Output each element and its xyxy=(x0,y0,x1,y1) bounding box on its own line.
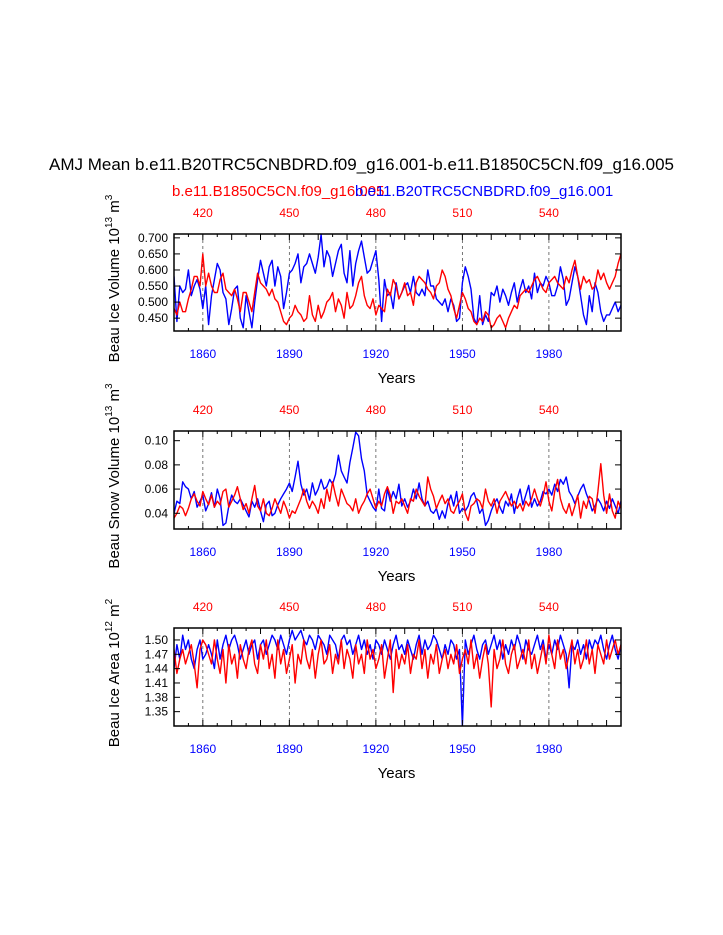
x-tick-label-top: 510 xyxy=(452,206,472,220)
x-axis-label: Years xyxy=(378,370,416,387)
y-tick-label: 0.550 xyxy=(138,279,168,293)
x-axis-label: Years xyxy=(378,765,416,782)
x-tick-label-top: 540 xyxy=(539,206,559,220)
x-tick-label-bottom: 1860 xyxy=(189,545,216,559)
panel-3: 1.351.381.411.441.471.50 1860 1890 1920 1950… xyxy=(104,598,622,782)
series-line-case-b xyxy=(174,431,621,527)
x-tick-label-top: 450 xyxy=(279,206,299,220)
y-tick-label: 1.41 xyxy=(145,676,169,690)
series-line-case-a xyxy=(174,463,621,522)
y-tick-label: 0.08 xyxy=(145,458,169,472)
series-line-case-a xyxy=(174,634,621,708)
x-tick-label-top: 480 xyxy=(366,206,386,220)
y-tick-label: 1.50 xyxy=(145,633,169,647)
y-tick-label: 0.700 xyxy=(138,231,168,245)
series-line-case-a xyxy=(174,253,621,329)
x-tick-label-top: 510 xyxy=(452,600,472,614)
x-tick-label-bottom: 1950 xyxy=(449,347,476,361)
main-title: AMJ Mean b.e11.B20TRC5CNBDRD.f09_g16.001… xyxy=(49,155,674,174)
x-tick-label-top: 510 xyxy=(452,403,472,417)
x-tick-label-bottom: 1980 xyxy=(536,347,563,361)
x-tick-label-bottom: 1860 xyxy=(189,347,216,361)
x-tick-label-bottom: 1980 xyxy=(536,545,563,559)
y-tick-label: 0.500 xyxy=(138,295,168,309)
y-tick-label: 1.44 xyxy=(145,662,169,676)
x-tick-label-bottom: 1890 xyxy=(276,545,303,559)
x-tick-label-bottom: 1890 xyxy=(276,347,303,361)
y-tick-label: 0.06 xyxy=(145,482,169,496)
plot-frame xyxy=(173,430,622,530)
case-a-label: b.e11.B1850C5CN.f09_g16.005 xyxy=(172,183,385,200)
x-tick-label-top: 540 xyxy=(539,403,559,417)
y-tick-label: 0.450 xyxy=(138,311,168,325)
y-axis-label: Beau Snow Volume 1013 m3 xyxy=(104,383,123,569)
plot-frame xyxy=(173,627,622,727)
x-tick-label-bottom: 1920 xyxy=(363,545,390,559)
panel-1: 0.450 0.500 0.550 0.600 0.650 0.700 1860 1890 19… xyxy=(104,194,622,387)
x-tick-label-top: 420 xyxy=(193,600,213,614)
x-tick-label-bottom: 1890 xyxy=(276,742,303,756)
series-line-case-b xyxy=(174,629,621,726)
x-tick-label-top: 450 xyxy=(279,403,299,417)
y-tick-label: 1.35 xyxy=(145,705,169,719)
panel-2: 0.04 0.06 0.08 0.10 1860 1890 1920 1950 1980 420 4… xyxy=(104,383,622,585)
x-tick-label-top: 480 xyxy=(366,600,386,614)
x-tick-label-bottom: 1920 xyxy=(363,347,390,361)
plot-frame xyxy=(173,233,622,332)
series-line-case-b xyxy=(174,234,621,329)
x-tick-label-bottom: 1920 xyxy=(363,742,390,756)
x-tick-label-top: 540 xyxy=(539,600,559,614)
y-axis-label: Beau Ice Area 1012 m2 xyxy=(104,598,123,747)
y-tick-label: 0.10 xyxy=(145,434,169,448)
y-tick-label: 1.38 xyxy=(145,690,169,704)
x-axis-label: Years xyxy=(378,568,416,585)
y-tick-label: 0.650 xyxy=(138,247,168,261)
y-tick-label: 0.04 xyxy=(145,506,169,520)
y-tick-label: 0.600 xyxy=(138,263,168,277)
x-tick-label-top: 480 xyxy=(366,403,386,417)
y-axis-label: Beau Ice Volume 1013 m3 xyxy=(104,194,123,362)
x-tick-label-bottom: 1950 xyxy=(449,545,476,559)
x-tick-label-bottom: 1860 xyxy=(189,742,216,756)
y-tick-label: 1.47 xyxy=(145,647,169,661)
x-tick-label-top: 420 xyxy=(193,403,213,417)
x-tick-label-bottom: 1950 xyxy=(449,742,476,756)
case-b-label: b.e11.B20TRC5CNBDRD.f09_g16.001 xyxy=(355,183,614,200)
x-tick-label-top: 420 xyxy=(193,206,213,220)
x-tick-label-top: 450 xyxy=(279,600,299,614)
x-tick-label-bottom: 1980 xyxy=(536,742,563,756)
